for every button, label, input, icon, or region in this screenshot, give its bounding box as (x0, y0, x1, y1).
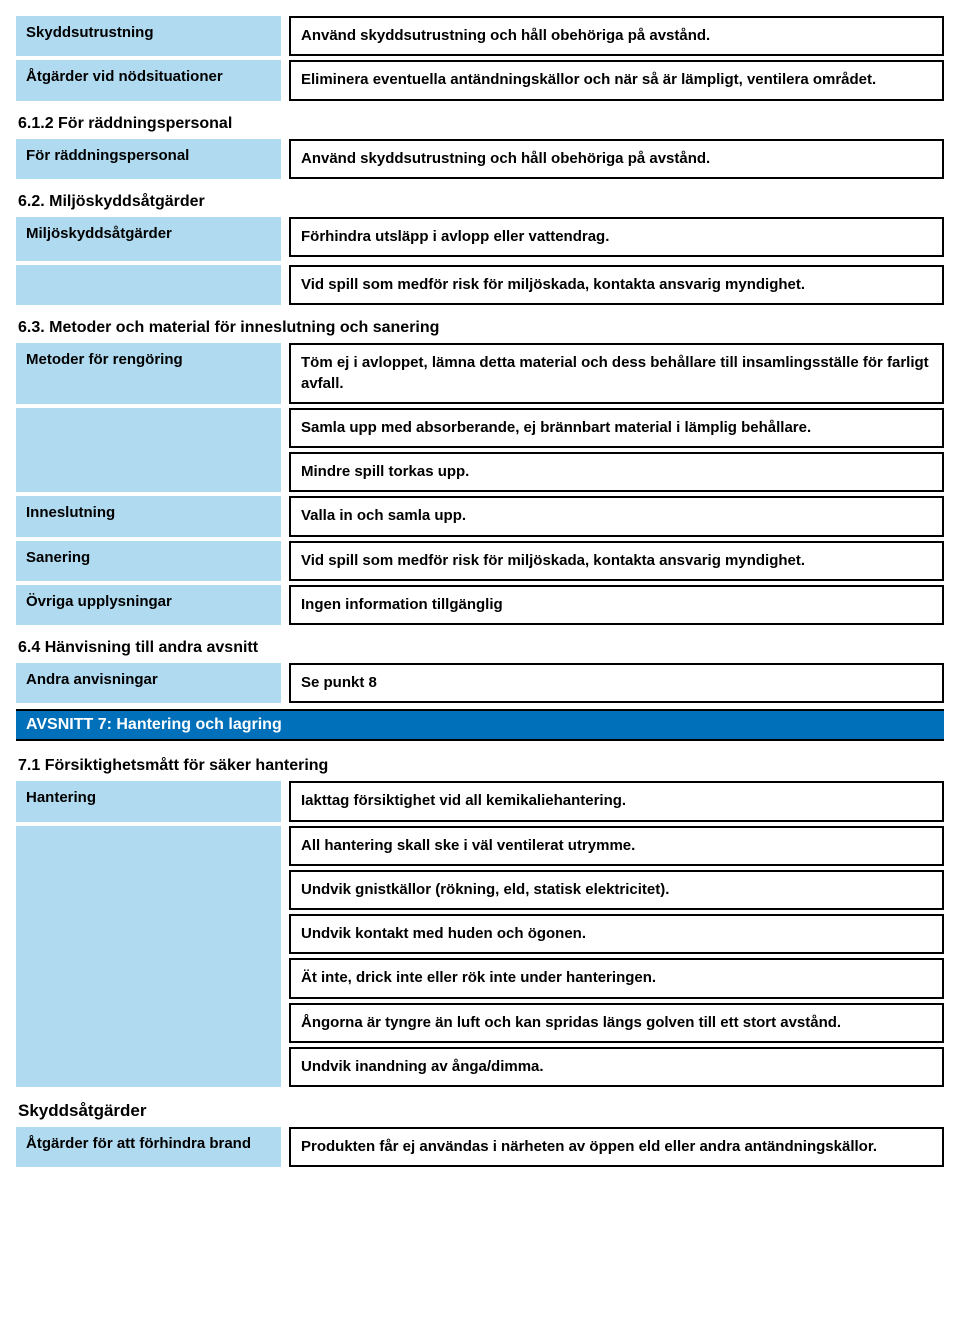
value-hantering-6: Ångorna är tyngre än luft och kan sprida… (289, 1003, 944, 1043)
row-miljo: Miljöskyddsåtgärder Förhindra utsläpp i … (16, 217, 944, 261)
heading-64: 6.4 Hänvisning till andra avsnitt (16, 629, 944, 663)
row-atgarder-nod: Åtgärder vid nödsituationer Eliminera ev… (16, 60, 944, 100)
value-hantering-2: All hantering skall ske i väl ventilerat… (289, 826, 944, 866)
value-hantering-7: Undvik inandning av ånga/dimma. (289, 1047, 944, 1087)
label-skydd: Skyddsutrustning (16, 16, 281, 56)
value-ovriga: Ingen information tillgänglig (289, 585, 944, 625)
section-7-bar: AVSNITT 7: Hantering och lagring (16, 709, 944, 741)
row-inneslutning: Inneslutning Valla in och samla upp. (16, 496, 944, 536)
value-miljo-2: Vid spill som medför risk för miljöskada… (289, 265, 944, 305)
label-ovriga: Övriga upplysningar (16, 585, 281, 625)
value-hantering-3: Undvik gnistkällor (rökning, eld, statis… (289, 870, 944, 910)
row-hantering: Hantering Iakttag försiktighet vid all k… (16, 781, 944, 821)
row-brand: Åtgärder för att förhindra brand Produkt… (16, 1127, 944, 1167)
row-metoder-2: Samla upp med absorberande, ej brännbart… (16, 408, 944, 493)
label-andra: Andra anvisningar (16, 663, 281, 703)
value-skydd: Använd skyddsutrustning och håll obehöri… (289, 16, 944, 56)
value-raddnings: Använd skyddsutrustning och håll obehöri… (289, 139, 944, 179)
heading-612: 6.1.2 För räddningspersonal (16, 105, 944, 139)
heading-skyddsatgarder: Skyddsåtgärder (16, 1091, 944, 1127)
value-brand: Produkten får ej användas i närheten av … (289, 1127, 944, 1167)
value-atgarder-nod: Eliminera eventuella antändningskällor o… (289, 60, 944, 100)
row-skydd: Skyddsutrustning Använd skyddsutrustning… (16, 16, 944, 56)
label-blank (16, 826, 281, 1088)
heading-63: 6.3. Metoder och material för inneslutni… (16, 309, 944, 343)
value-hantering-4: Undvik kontakt med huden och ögonen. (289, 914, 944, 954)
row-metoder: Metoder för rengöring Töm ej i avloppet,… (16, 343, 944, 404)
row-miljo-2: Vid spill som medför risk för miljöskada… (16, 265, 944, 305)
label-inneslutning: Inneslutning (16, 496, 281, 536)
label-blank (16, 265, 281, 305)
heading-62: 6.2. Miljöskyddsåtgärder (16, 183, 944, 217)
value-miljo-1: Förhindra utsläpp i avlopp eller vattend… (289, 217, 944, 257)
label-atgarder-nod: Åtgärder vid nödsituationer (16, 60, 281, 100)
value-andra: Se punkt 8 (289, 663, 944, 703)
row-sanering: Sanering Vid spill som medför risk för m… (16, 541, 944, 581)
value-metoder-2: Samla upp med absorberande, ej brännbart… (289, 408, 944, 448)
row-andra: Andra anvisningar Se punkt 8 (16, 663, 944, 703)
value-metoder-3: Mindre spill torkas upp. (289, 452, 944, 492)
label-brand: Åtgärder för att förhindra brand (16, 1127, 281, 1167)
row-raddnings: För räddningspersonal Använd skyddsutrus… (16, 139, 944, 179)
sds-page: Skyddsutrustning Använd skyddsutrustning… (16, 16, 944, 1167)
value-hantering-5: Ät inte, drick inte eller rök inte under… (289, 958, 944, 998)
value-inneslutning: Valla in och samla upp. (289, 496, 944, 536)
label-sanering: Sanering (16, 541, 281, 581)
label-hantering: Hantering (16, 781, 281, 821)
heading-71: 7.1 Försiktighetsmått för säker hanterin… (16, 747, 944, 781)
value-sanering: Vid spill som medför risk för miljöskada… (289, 541, 944, 581)
label-raddnings: För räddningspersonal (16, 139, 281, 179)
label-metoder: Metoder för rengöring (16, 343, 281, 404)
row-hantering-b: All hantering skall ske i väl ventilerat… (16, 826, 944, 1088)
label-miljo: Miljöskyddsåtgärder (16, 217, 281, 261)
row-ovriga: Övriga upplysningar Ingen information ti… (16, 585, 944, 625)
value-hantering-1: Iakttag försiktighet vid all kemikalieha… (289, 781, 944, 821)
value-metoder-1: Töm ej i avloppet, lämna detta material … (289, 343, 944, 404)
label-blank (16, 408, 281, 493)
